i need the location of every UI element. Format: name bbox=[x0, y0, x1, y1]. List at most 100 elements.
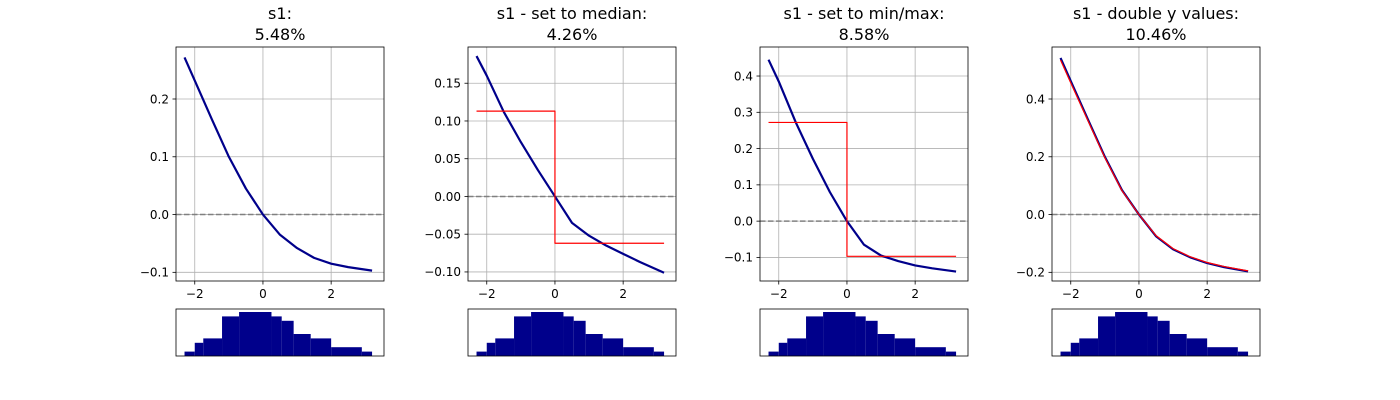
step-series-line bbox=[476, 110, 665, 244]
histogram-bar bbox=[1098, 316, 1116, 356]
histogram-bar bbox=[1060, 351, 1071, 356]
y-tick-label: 0.15 bbox=[434, 77, 461, 91]
subplot-3: s1 - set to min/max: 8.58% −2 0 2 −0.1 0.0 0.1 0… bbox=[724, 4, 969, 357]
y-tick-label: 0.0 bbox=[150, 208, 169, 222]
histogram-bar bbox=[194, 342, 204, 356]
histogram bbox=[175, 308, 385, 357]
histogram-bar bbox=[310, 338, 332, 356]
x-tick-label: −2 bbox=[186, 287, 204, 301]
y-tick-label: −0.2 bbox=[1016, 266, 1045, 280]
subplot-2: s1 - set to median: 4.26% −2 0 2 −0.10 −0.05 0.… bbox=[424, 4, 677, 357]
histogram bbox=[759, 308, 969, 357]
subplot-score: 8.58% bbox=[839, 25, 890, 44]
red-series-line bbox=[1059, 59, 1249, 272]
histogram-bar bbox=[1157, 320, 1170, 356]
histogram-bar bbox=[1079, 338, 1099, 356]
subplot-4: s1 - double y values: 10.46% −2 0 2 −0.2 0.0 0.… bbox=[1016, 4, 1261, 357]
blue-series-line bbox=[475, 55, 665, 274]
x-tick-label: −2 bbox=[770, 287, 788, 301]
histogram-bar bbox=[331, 347, 362, 356]
histogram-frame bbox=[1051, 308, 1261, 357]
histogram-bar bbox=[1147, 316, 1158, 356]
y-tick-label: 0.1 bbox=[150, 150, 169, 164]
y-tick-label: 0.0 bbox=[1026, 208, 1045, 222]
axes-frame bbox=[467, 46, 677, 282]
subplot-score: 4.26% bbox=[547, 25, 598, 44]
blue-series-line bbox=[1059, 57, 1249, 273]
y-tick-label: −0.05 bbox=[424, 228, 461, 242]
histogram-bar bbox=[271, 316, 282, 356]
x-tick-label: 0 bbox=[551, 287, 559, 301]
blue-series-line bbox=[767, 59, 957, 273]
x-tick-label: −2 bbox=[478, 287, 496, 301]
histogram-bar bbox=[293, 334, 311, 356]
subplot-score: 10.46% bbox=[1125, 25, 1186, 44]
x-tick-label: 2 bbox=[619, 287, 627, 301]
x-tick-label: 0 bbox=[259, 287, 267, 301]
histogram-bar bbox=[203, 338, 223, 356]
histogram-bar bbox=[585, 334, 603, 356]
histogram-bar bbox=[486, 342, 496, 356]
histogram-bar bbox=[1115, 312, 1148, 356]
histogram-bar bbox=[1169, 334, 1187, 356]
x-tick-label: 2 bbox=[327, 287, 335, 301]
y-tick-label: 0.3 bbox=[734, 106, 753, 120]
x-tick-label: 2 bbox=[1203, 287, 1211, 301]
histogram-bar bbox=[945, 351, 957, 356]
histogram-bar bbox=[894, 338, 916, 356]
histogram-bar bbox=[602, 338, 624, 356]
y-tick-label: 0.0 bbox=[734, 214, 753, 228]
subplot-1: s1: 5.48% −2 0 2 −0.1 0.0 0.1 0.2 bbox=[140, 4, 385, 357]
histogram-bar bbox=[531, 312, 564, 356]
histogram-bar bbox=[855, 316, 866, 356]
histogram-frame bbox=[759, 308, 969, 357]
histogram-bar bbox=[514, 316, 532, 356]
y-tick-label: 0.10 bbox=[434, 114, 461, 128]
histogram-bar bbox=[1237, 351, 1249, 356]
subplot-score: 5.48% bbox=[255, 25, 306, 44]
histogram-bar bbox=[239, 312, 272, 356]
histogram-bar bbox=[476, 351, 487, 356]
histogram-bar bbox=[877, 334, 895, 356]
y-tick-label: 0.1 bbox=[734, 178, 753, 192]
axes-frame bbox=[1051, 46, 1261, 282]
histogram-bar bbox=[623, 347, 654, 356]
y-tick-label: 0.2 bbox=[734, 142, 753, 156]
y-tick-label: −0.10 bbox=[424, 265, 461, 279]
histogram-bar bbox=[823, 312, 856, 356]
histogram-bar bbox=[653, 351, 665, 356]
histogram-bar bbox=[778, 342, 788, 356]
axes-frame bbox=[175, 46, 385, 282]
histogram-bar bbox=[806, 316, 824, 356]
histogram-frame bbox=[467, 308, 677, 357]
subplot-title: s1: bbox=[268, 4, 292, 23]
histogram-bar bbox=[222, 316, 240, 356]
x-tick-label: 2 bbox=[911, 287, 919, 301]
histogram bbox=[1051, 308, 1261, 357]
y-tick-label: −0.1 bbox=[140, 266, 169, 280]
histogram-bar bbox=[865, 320, 878, 356]
step-series-line bbox=[768, 121, 957, 257]
y-tick-label: 0.05 bbox=[434, 152, 461, 166]
histogram-bar bbox=[361, 351, 373, 356]
histogram-bar bbox=[573, 320, 586, 356]
y-tick-label: 0.2 bbox=[1026, 150, 1045, 164]
histogram-bar bbox=[184, 351, 195, 356]
x-tick-label: −2 bbox=[1062, 287, 1080, 301]
histogram-bar bbox=[1070, 342, 1080, 356]
histogram bbox=[467, 308, 677, 357]
histogram-bar bbox=[915, 347, 946, 356]
y-tick-label: 0.4 bbox=[1026, 92, 1045, 106]
x-tick-label: 0 bbox=[1135, 287, 1143, 301]
histogram-bar bbox=[768, 351, 779, 356]
y-tick-label: −0.1 bbox=[724, 251, 753, 265]
histogram-bar bbox=[1207, 347, 1238, 356]
x-tick-label: 0 bbox=[843, 287, 851, 301]
blue-series-line bbox=[183, 56, 373, 272]
histogram-bar bbox=[563, 316, 574, 356]
subplot-title: s1 - double y values: bbox=[1073, 4, 1239, 23]
histogram-frame bbox=[175, 308, 385, 357]
subplot-title: s1 - set to min/max: bbox=[784, 4, 945, 23]
subplot-title: s1 - set to median: bbox=[497, 4, 648, 23]
